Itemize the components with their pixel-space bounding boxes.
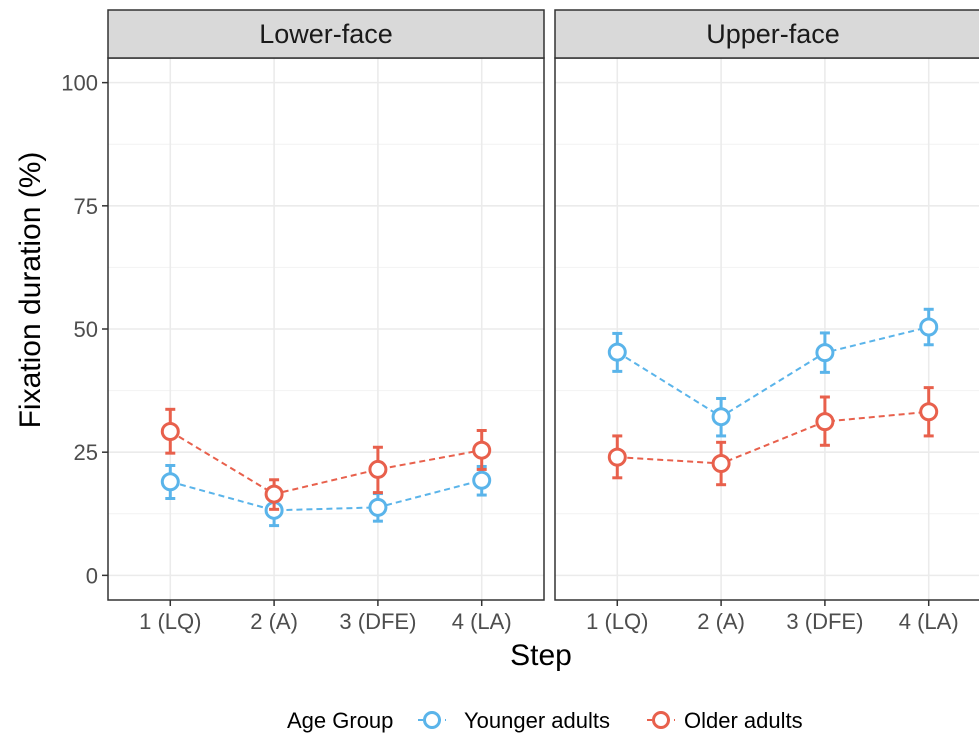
- facet-strip: [107, 9, 545, 59]
- y-axis-title: Fixation duration (%): [14, 152, 47, 429]
- series-older-adults: [160, 407, 492, 511]
- y-tick-label: 50: [74, 317, 98, 342]
- data-point: [607, 447, 627, 467]
- series-older-adults: [607, 386, 939, 487]
- legend-title: Age Group: [287, 708, 393, 733]
- data-point: [160, 472, 180, 492]
- data-point: [815, 343, 835, 363]
- legend-label-older-adults: Older adults: [684, 708, 803, 733]
- data-point: [711, 454, 731, 474]
- x-tick-label: 3 (DFE): [339, 609, 416, 634]
- data-point: [919, 402, 939, 422]
- data-point: [711, 407, 731, 427]
- data-point: [264, 484, 284, 504]
- series-line-younger-adults: [170, 479, 482, 512]
- legend: Age Group Younger adults Older adults: [287, 708, 803, 733]
- x-tick-label: 1 (LQ): [586, 609, 648, 634]
- series-line-older-adults: [617, 410, 929, 465]
- x-tick-label: 2 (A): [697, 609, 745, 634]
- data-point: [160, 421, 180, 441]
- x-tick-label: 4 (LA): [452, 609, 512, 634]
- panel-lower-face: Lower-face 1 (LQ) 2 (A) 3 (DFE) 4 (LA) 0 25 50 7…: [61, 9, 545, 634]
- series-younger-adults: [607, 307, 939, 438]
- panel-upper-face: Upper-face 1 (LQ) 2 (A) 3 (DFE) 4 (LA): [554, 9, 979, 634]
- y-tick-label: 100: [61, 71, 98, 96]
- y-tick-label: 25: [74, 440, 98, 465]
- facet-strip: [554, 9, 979, 59]
- series-line-younger-adults: [616, 326, 929, 418]
- data-point: [607, 342, 627, 362]
- x-tick-label: 1 (LQ): [139, 609, 201, 634]
- data-point: [472, 440, 492, 460]
- series-line-older-adults: [169, 430, 482, 496]
- legend-label-younger-adults: Younger adults: [464, 708, 610, 733]
- data-point: [472, 470, 492, 490]
- x-tick-label: 2 (A): [250, 609, 298, 634]
- chart-panels: Lower-face 1 (LQ) 2 (A) 3 (DFE) 4 (LA) 0 25 50 7…: [61, 9, 979, 634]
- data-point: [368, 497, 388, 517]
- data-point: [368, 459, 388, 479]
- x-tick-label: 4 (LA): [899, 609, 959, 634]
- y-tick-label: 75: [74, 194, 98, 219]
- x-axis-title: Step: [510, 639, 572, 672]
- facet-label-upper-face: Upper-face: [706, 19, 840, 49]
- data-point: [919, 317, 939, 337]
- facet-label-lower-face: Lower-face: [259, 19, 393, 49]
- legend-key-younger-adults: [418, 711, 446, 729]
- y-tick-label: 0: [86, 563, 98, 588]
- x-tick-label: 3 (DFE): [786, 609, 863, 634]
- legend-key-older-adults: [647, 711, 675, 729]
- data-point: [815, 412, 835, 432]
